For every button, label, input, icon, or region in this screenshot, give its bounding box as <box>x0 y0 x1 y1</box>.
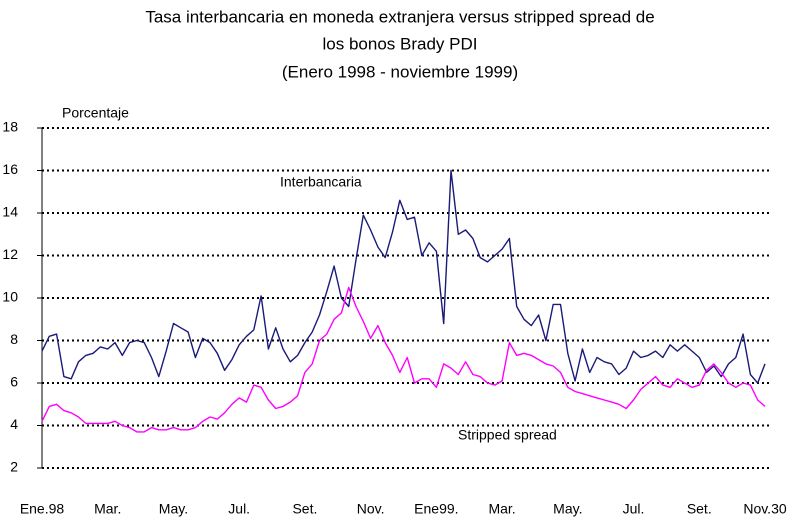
x-tick-label: Mar. <box>488 501 515 517</box>
x-tick-label: Ene.98 <box>20 501 65 517</box>
x-tick-label: Nov. <box>357 501 385 517</box>
x-tick-label: Set. <box>292 501 317 517</box>
x-tick-label: May. <box>159 501 188 517</box>
annotation: Stripped spread <box>458 427 557 443</box>
y-tick-label: 12 <box>2 246 18 262</box>
series-line <box>41 286 766 433</box>
x-tick-label: Jul. <box>623 501 645 517</box>
y-axis-label: Porcentaje <box>62 105 129 121</box>
y-tick-label: 6 <box>10 374 18 390</box>
x-tick-label: Ene99. <box>414 501 458 517</box>
chart-title: (Enero 1998 - noviembre 1999) <box>282 62 518 81</box>
series-line <box>41 169 766 384</box>
x-tick-label: Mar. <box>94 501 121 517</box>
y-tick-label: 2 <box>10 459 18 475</box>
x-tick-label: May. <box>553 501 582 517</box>
x-tick-label: Nov.30 <box>743 501 787 517</box>
y-tick-label: 10 <box>2 289 18 305</box>
y-tick-label: 18 <box>2 119 18 135</box>
annotation: Interbancaria <box>280 174 362 190</box>
y-tick-label: 8 <box>10 331 18 347</box>
x-tick-label: Set. <box>687 501 712 517</box>
y-tick-label: 4 <box>10 416 18 432</box>
y-tick-label: 14 <box>2 204 18 220</box>
chart-title: Tasa interbancaria en moneda extranjera … <box>145 7 654 26</box>
chart-title: los bonos Brady PDI <box>323 34 478 53</box>
y-tick-label: 16 <box>2 161 18 177</box>
x-tick-label: Jul. <box>228 501 250 517</box>
